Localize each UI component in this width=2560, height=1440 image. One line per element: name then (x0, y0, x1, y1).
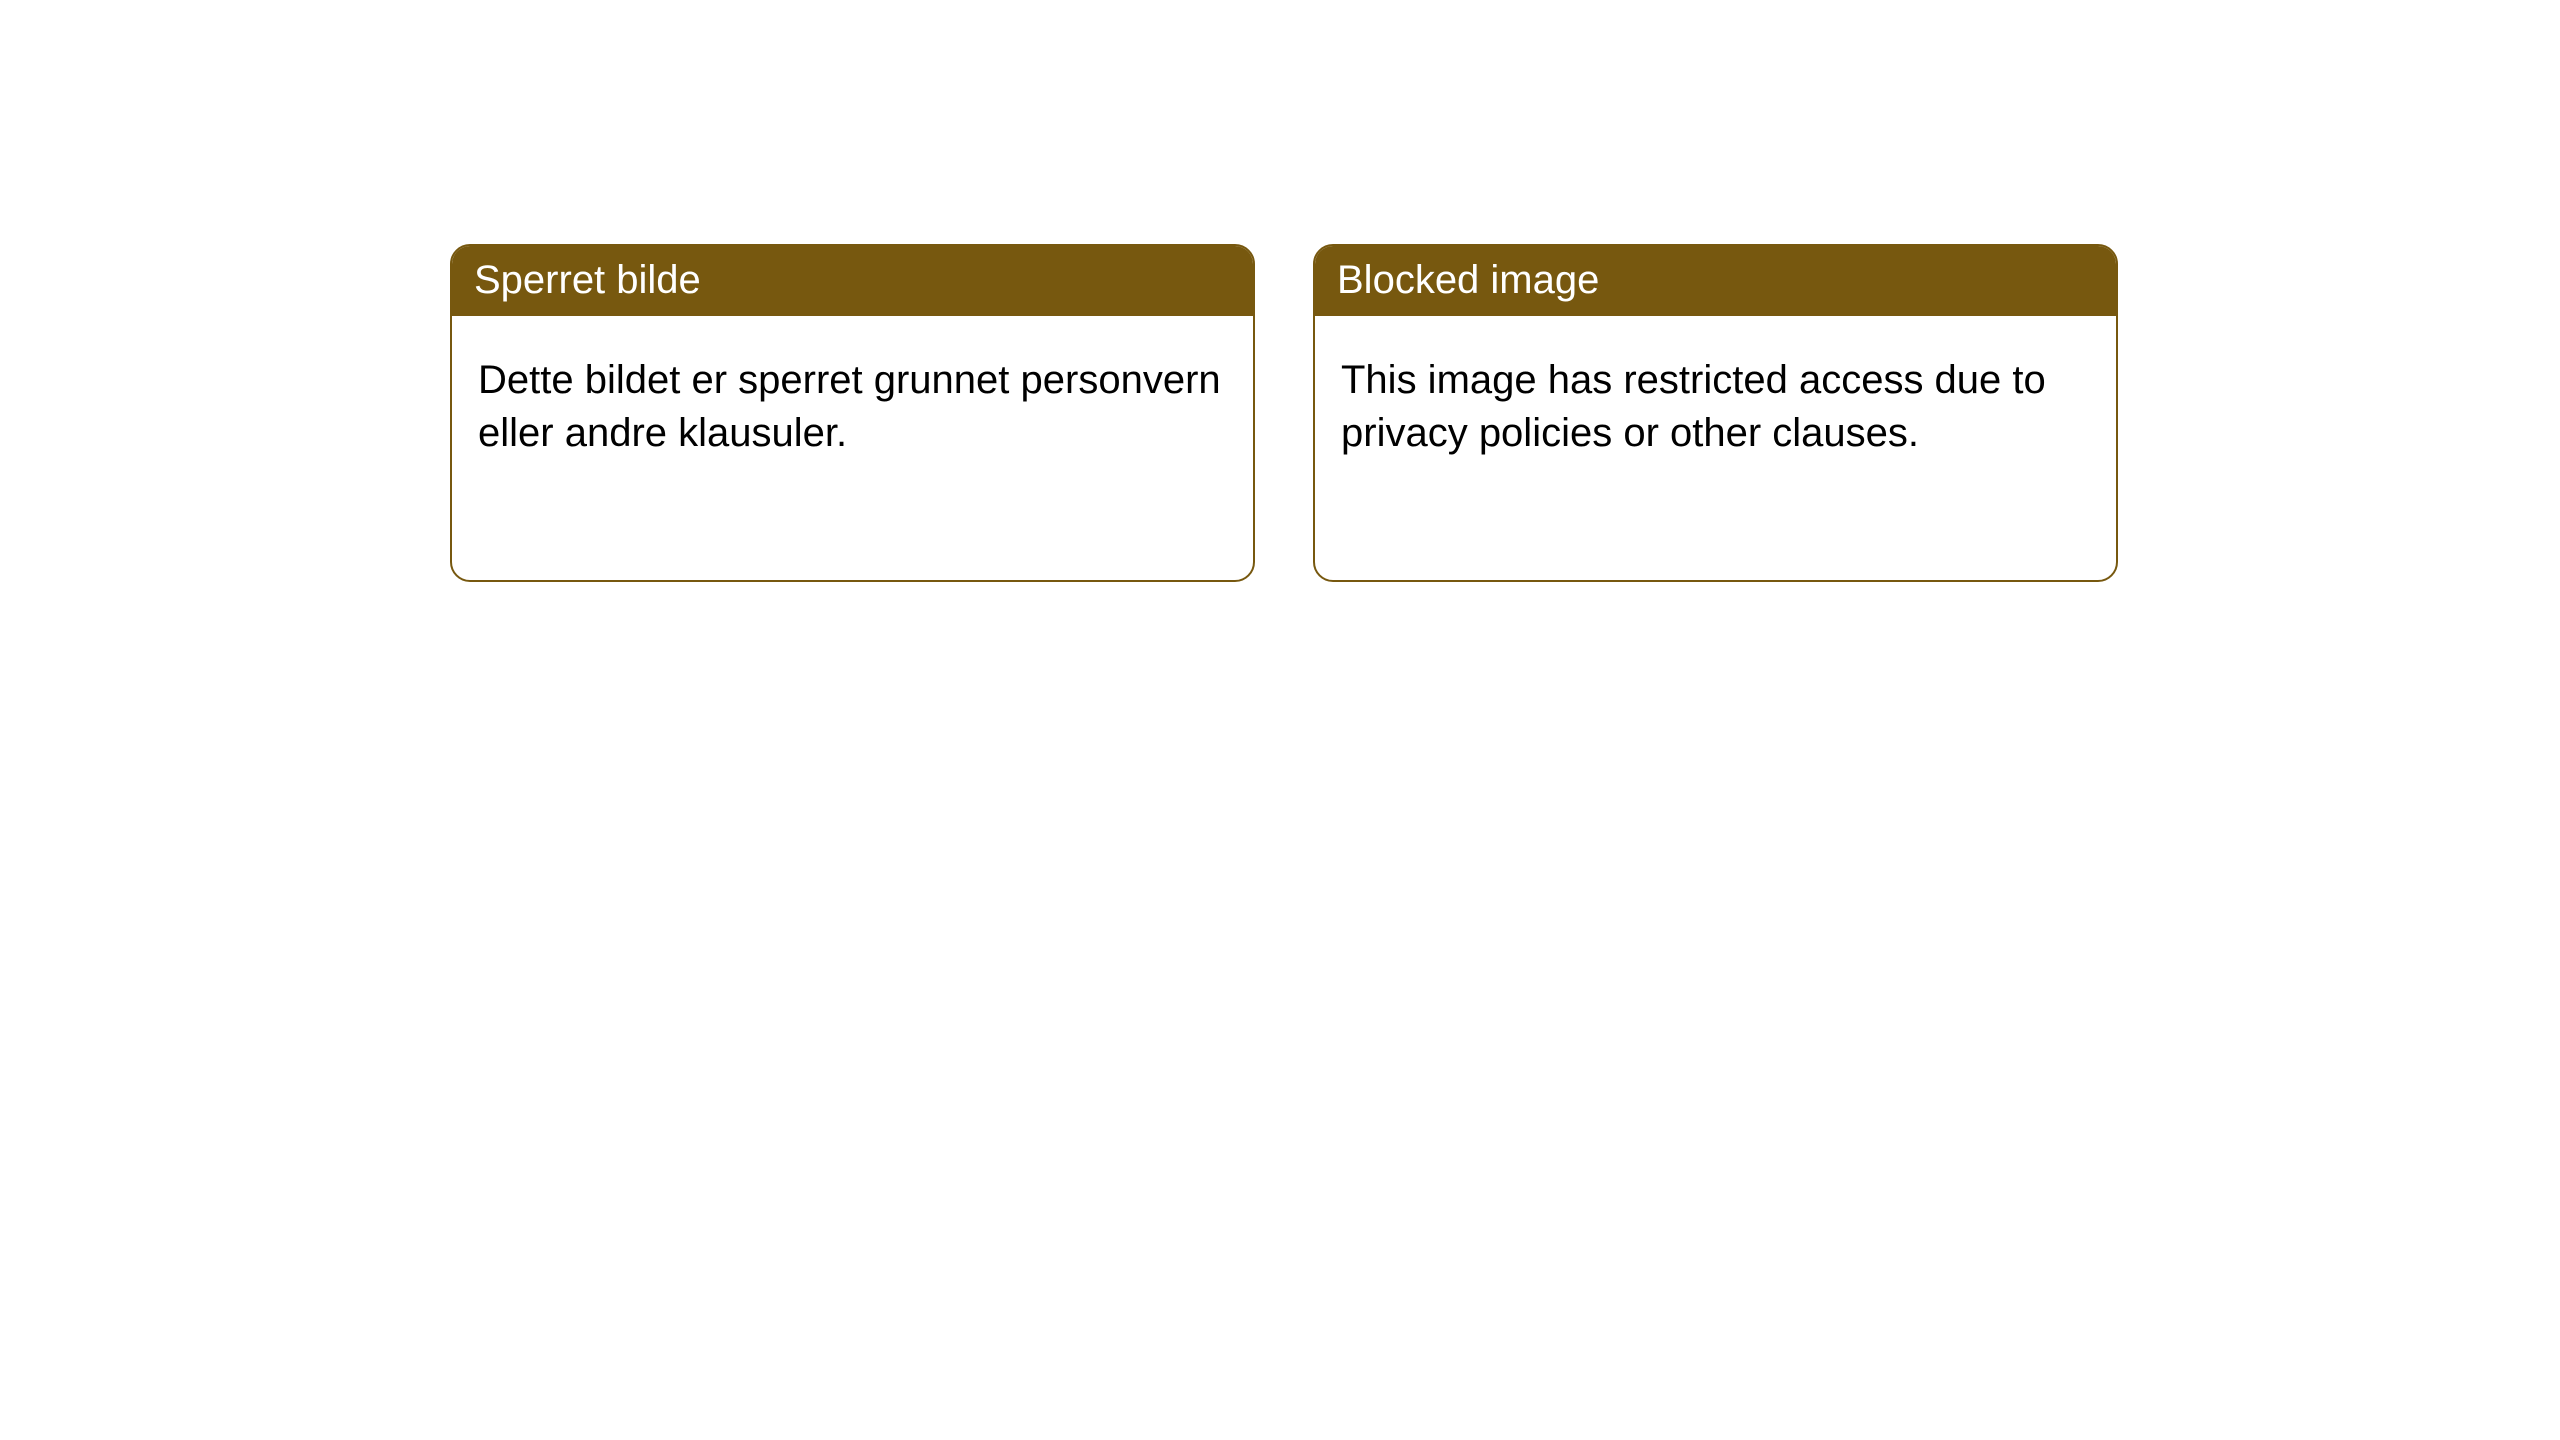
card-body: Dette bildet er sperret grunnet personve… (452, 316, 1253, 498)
blocked-image-card-english: Blocked image This image has restricted … (1313, 244, 2118, 582)
card-body: This image has restricted access due to … (1315, 316, 2116, 498)
cards-container: Sperret bilde Dette bildet er sperret gr… (0, 0, 2560, 582)
card-title: Blocked image (1337, 258, 1599, 302)
card-header: Blocked image (1315, 246, 2116, 316)
card-header: Sperret bilde (452, 246, 1253, 316)
card-title: Sperret bilde (474, 258, 701, 302)
blocked-image-card-norwegian: Sperret bilde Dette bildet er sperret gr… (450, 244, 1255, 582)
card-body-text: Dette bildet er sperret grunnet personve… (478, 358, 1221, 455)
card-body-text: This image has restricted access due to … (1341, 358, 2046, 455)
